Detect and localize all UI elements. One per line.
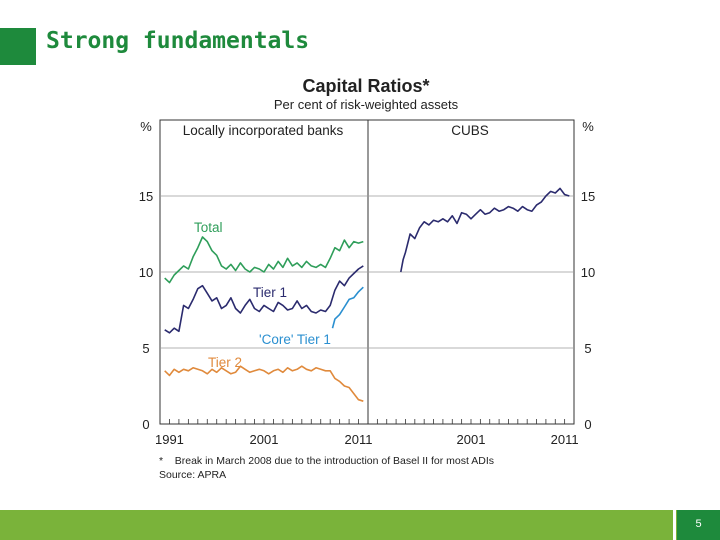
series-label-tier2: Tier 2 bbox=[208, 355, 242, 370]
y-tick-right-5: 5 bbox=[584, 341, 591, 356]
series-label-tier1: Tier 1 bbox=[253, 285, 287, 300]
series-line-0-3 bbox=[164, 365, 364, 402]
y-tick-left-15: 15 bbox=[139, 189, 153, 204]
series-line-0-1 bbox=[164, 265, 364, 334]
y-tick-right-15: 15 bbox=[581, 189, 595, 204]
x-tick-1-2001: 2001 bbox=[457, 432, 486, 447]
page-number: 5 bbox=[695, 518, 702, 530]
y-axis-unit-right: % bbox=[582, 119, 594, 134]
page-number-box: 5 bbox=[677, 510, 720, 540]
panel-title-right: CUBS bbox=[451, 123, 489, 138]
x-tick-0-1991: 1991 bbox=[155, 432, 184, 447]
series-label-core-tier1: 'Core' Tier 1 bbox=[259, 332, 331, 347]
slide-title: Strong fundamentals bbox=[46, 28, 310, 54]
series-line-1-0 bbox=[400, 187, 570, 273]
chart-source: Source: APRA bbox=[159, 469, 226, 481]
footer-divider bbox=[673, 510, 676, 540]
series-layer bbox=[164, 187, 570, 402]
chart-title: Capital Ratios* bbox=[302, 76, 429, 96]
footer-bar bbox=[0, 510, 720, 540]
chart-footnote: * Break in March 2008 due to the introdu… bbox=[159, 455, 494, 467]
series-label-total: Total bbox=[194, 220, 223, 235]
chart-subtitle: Per cent of risk-weighted assets bbox=[274, 97, 459, 112]
header-accent-square bbox=[0, 28, 36, 65]
y-tick-left-10: 10 bbox=[139, 265, 153, 280]
y-tick-right-0: 0 bbox=[584, 417, 591, 432]
series-line-0-0 bbox=[164, 236, 364, 284]
y-tick-left-5: 5 bbox=[142, 341, 149, 356]
series-line-0-2 bbox=[331, 286, 364, 329]
y-axis-unit-left: % bbox=[140, 119, 152, 134]
panel-title-left: Locally incorporated banks bbox=[183, 123, 344, 138]
gridlines bbox=[160, 195, 574, 349]
x-tick-0-2001: 2001 bbox=[250, 432, 279, 447]
x-tick-0-2011: 2011 bbox=[345, 432, 373, 447]
y-tick-left-0: 0 bbox=[142, 417, 149, 432]
y-tick-right-10: 10 bbox=[581, 265, 595, 280]
tick-layer: 0 0 5 5 10 10 15 15 1991 2001 2011 2001 2011 bbox=[139, 189, 595, 447]
x-tick-1-2011: 2011 bbox=[551, 432, 579, 447]
